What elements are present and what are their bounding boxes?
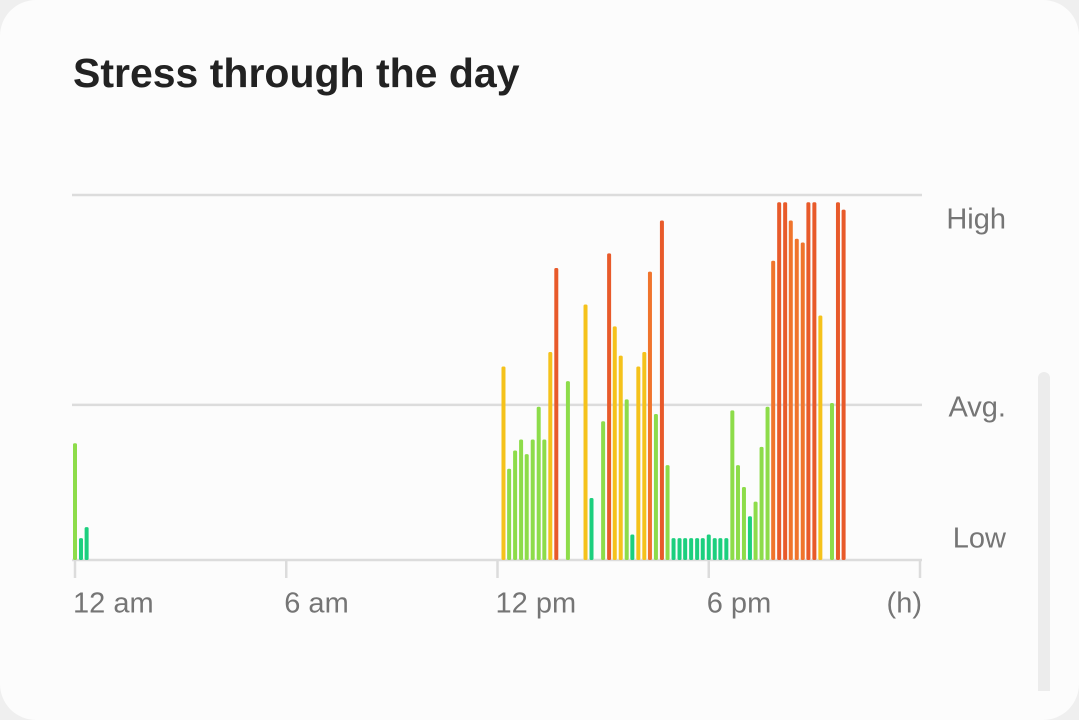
bar	[524, 454, 529, 560]
bar	[794, 238, 799, 561]
bar	[771, 260, 776, 560]
bar	[806, 202, 811, 561]
bar	[647, 271, 652, 560]
chart: Stress through the day Low Avg. High 12 am 6…	[72, 50, 1050, 691]
bar	[612, 326, 617, 560]
bar	[642, 351, 647, 560]
bar	[783, 202, 788, 561]
bar	[829, 403, 834, 560]
bar	[507, 468, 512, 560]
bar	[542, 439, 547, 560]
bar	[800, 242, 805, 560]
bar	[759, 446, 764, 560]
bar	[735, 465, 740, 560]
x-tick-label: 12 pm	[496, 588, 577, 620]
bar	[753, 501, 758, 560]
bar	[818, 315, 823, 560]
bar	[607, 253, 612, 560]
bar	[747, 516, 752, 560]
bar	[554, 268, 559, 560]
bar	[706, 534, 711, 560]
bar	[519, 439, 524, 560]
x-axis-label: (h)	[887, 588, 922, 620]
bar	[530, 439, 535, 560]
bar	[700, 538, 705, 560]
bar	[724, 538, 729, 560]
bar	[677, 538, 682, 560]
bar	[636, 366, 641, 560]
bar	[73, 443, 77, 560]
x-tick-label: 6 am	[284, 588, 348, 620]
bar	[624, 399, 629, 560]
bar	[618, 355, 623, 560]
x-tick-label: 6 pm	[707, 588, 771, 620]
chart-title: Stress through the day	[73, 50, 520, 96]
bar	[835, 202, 840, 561]
bar	[812, 202, 817, 561]
bar	[536, 406, 541, 560]
bar	[589, 497, 594, 560]
y-tick-label: Avg.	[948, 392, 1006, 424]
bar	[695, 538, 700, 560]
y-tick-label: Low	[953, 523, 1007, 555]
bar	[777, 202, 782, 561]
bar	[659, 220, 664, 561]
bar	[653, 414, 658, 560]
bar	[583, 304, 588, 560]
x-tick-label: 12 am	[73, 588, 154, 620]
y-tick-label: High	[946, 204, 1006, 236]
bar	[712, 538, 717, 560]
bar	[683, 538, 688, 560]
bar	[689, 538, 694, 560]
bar	[718, 538, 723, 560]
bar	[84, 527, 89, 560]
bar	[78, 538, 83, 560]
bar	[741, 487, 746, 560]
bar	[501, 366, 506, 560]
bar	[765, 406, 770, 560]
bar	[671, 538, 676, 560]
bar	[630, 534, 635, 560]
bar	[841, 209, 846, 560]
scrollbar	[1038, 372, 1050, 691]
bar	[665, 465, 670, 560]
bar	[565, 381, 570, 560]
bar	[730, 410, 735, 560]
bar	[601, 421, 606, 560]
bar	[513, 450, 518, 560]
bar	[548, 351, 553, 560]
bar	[788, 220, 793, 561]
